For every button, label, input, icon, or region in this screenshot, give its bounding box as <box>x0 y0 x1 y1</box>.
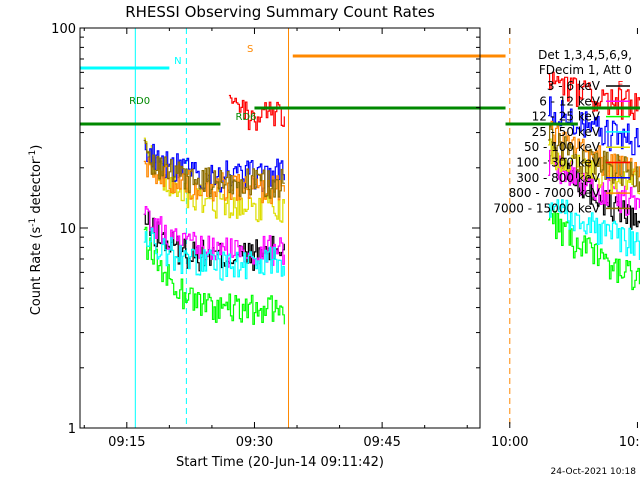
chart-title: RHESSI Observing Summary Count Rates <box>125 3 435 21</box>
y-tick-label: 100 <box>51 22 76 37</box>
x-tick-label: 09:45 <box>363 435 400 450</box>
series-trace <box>143 139 285 199</box>
series-12-25-keV <box>143 209 640 325</box>
flag-label-n: N <box>174 56 181 67</box>
axis-ticks: 09:1509:3009:4510:0010:1510:3010:4511010… <box>51 22 640 450</box>
series-trace <box>548 125 640 192</box>
y-axis-title-sup1: -1 <box>28 218 38 227</box>
series-trace <box>143 137 285 223</box>
y-axis-title: Count Rate (s-1 detector-1) <box>28 145 44 316</box>
legend-header-1: Det 1,3,4,5,6,9, <box>538 48 632 62</box>
legend-entry-label: 25 - 50 keV <box>532 125 601 139</box>
y-axis-title-sup2: -1 <box>28 150 38 159</box>
y-tick-label: 10 <box>59 222 76 237</box>
x-axis-title: Start Time (20-Jun-14 09:11:42) <box>176 455 384 470</box>
legend-entry-label: 300 - 800 keV <box>516 171 600 185</box>
series-trace <box>143 226 285 325</box>
flag-label-s: S <box>247 44 253 55</box>
y-axis-title-main: Count Rate (s <box>29 227 44 316</box>
legend-header-2: FDecim 1, Att 0 <box>539 63 632 77</box>
legend-entry-label: 50 - 100 keV <box>524 140 601 154</box>
flag-label-rd0: RD0 <box>129 96 150 107</box>
series-100-300-keV <box>228 71 640 131</box>
series-trace <box>548 199 640 260</box>
y-tick-label: 1 <box>68 422 76 437</box>
series-trace <box>548 209 640 291</box>
x-tick-label: 10:15 <box>619 435 640 450</box>
series-trace <box>548 96 640 156</box>
y-axis-title-tail: detector <box>29 158 44 218</box>
legend-entry-label: 800 - 7000 keV <box>509 186 601 200</box>
series-trace <box>548 149 640 216</box>
series-trace <box>143 206 285 268</box>
series-trace <box>228 94 285 131</box>
legend: Det 1,3,4,5,6,9, FDecim 1, Att 0 3 - 6 k… <box>493 48 632 215</box>
plot-layer: NSFRD0RD6 <box>80 28 640 428</box>
legend-entry-label: 3 - 6 keV <box>547 79 601 93</box>
series-trace <box>548 71 640 120</box>
legend-entry-label: 7000 - 15000 keV <box>493 201 600 215</box>
legend-entry-label: 12 - 25 keV <box>532 110 601 124</box>
y-axis-title-close: ) <box>29 145 44 150</box>
x-tick-label: 09:30 <box>236 435 273 450</box>
series-6-12-keV <box>143 149 640 268</box>
series-7000-15000-keV <box>143 125 640 199</box>
x-tick-label: 09:15 <box>108 435 145 450</box>
series-25-50-keV <box>143 199 640 281</box>
series-trace <box>143 227 285 281</box>
footer-date: 24-Oct-2021 10:18 <box>551 467 637 477</box>
legend-entry-label: 100 - 300 keV <box>516 156 600 170</box>
x-tick-label: 10:00 <box>491 435 528 450</box>
flag-label-rd6: RD6 <box>235 112 256 123</box>
legend-entry-label: 6 - 12 keV <box>539 94 601 108</box>
